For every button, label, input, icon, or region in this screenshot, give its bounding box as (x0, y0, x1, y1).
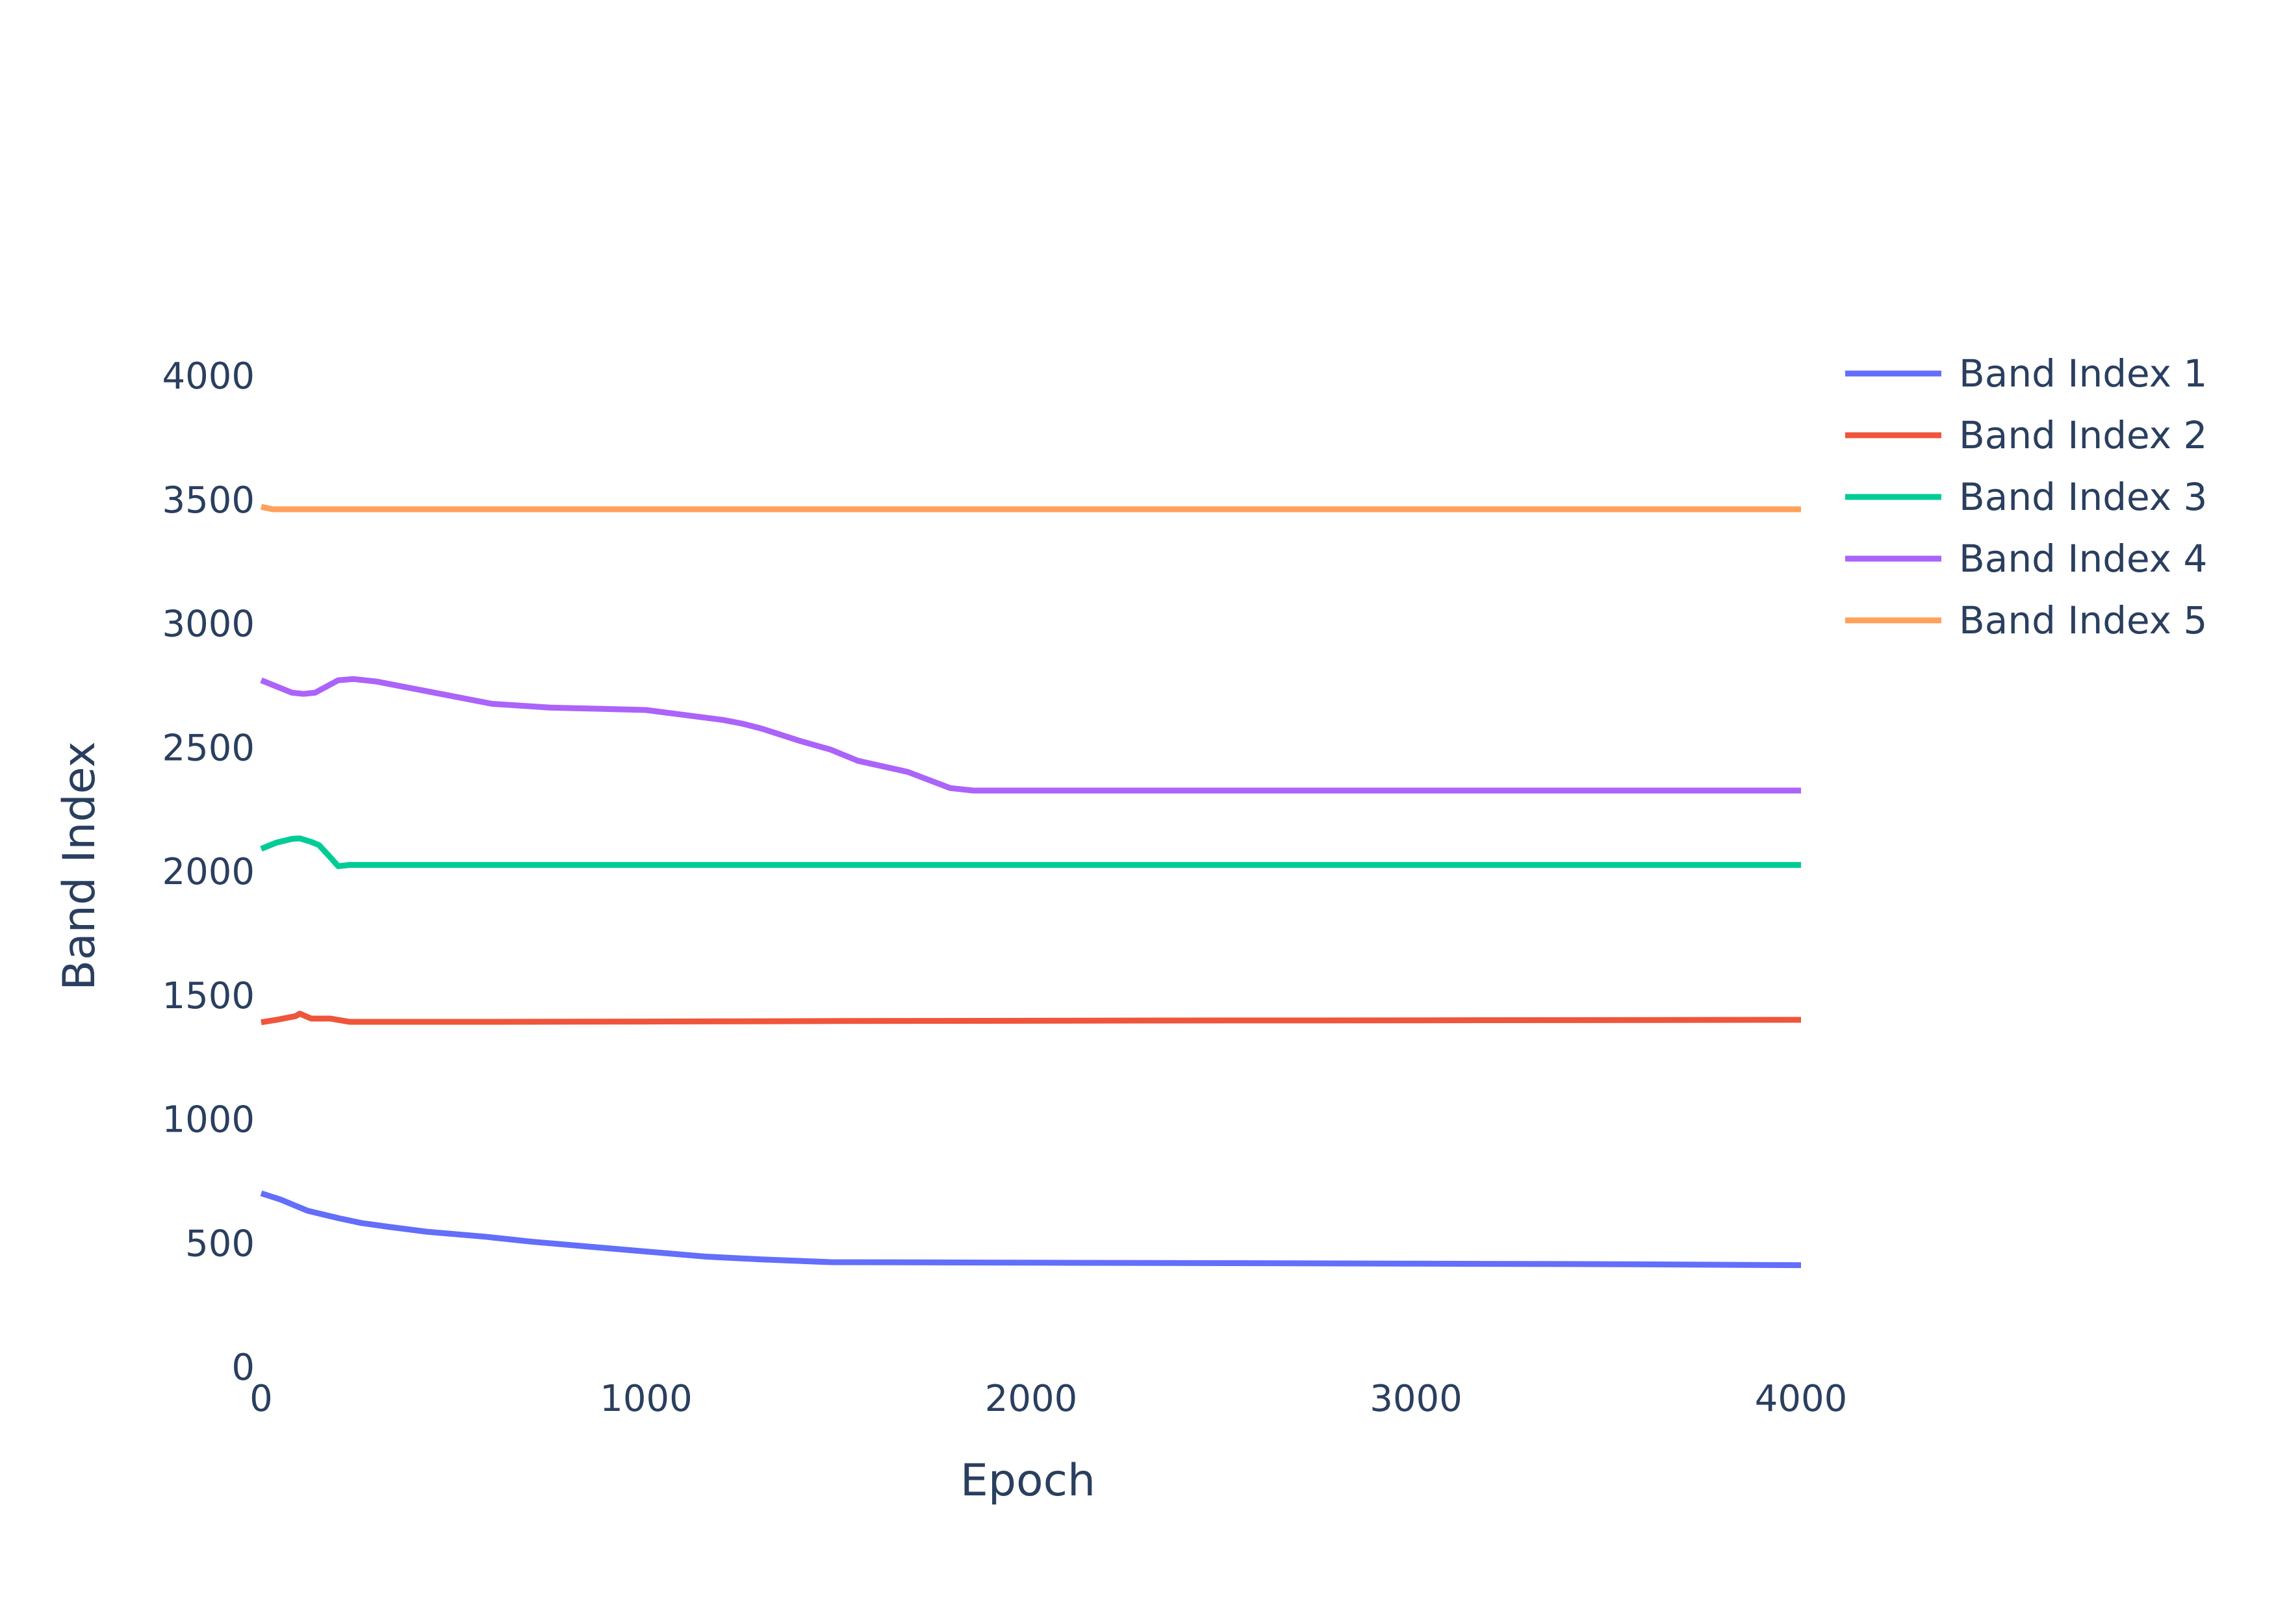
plot-area (260, 503, 1802, 1269)
x-tick-label: 2000 (985, 1378, 1078, 1420)
x-tick-label: 1000 (600, 1378, 693, 1420)
x-tick-label: 0 (249, 1378, 273, 1420)
legend-label: Band Index 5 (1959, 598, 2207, 642)
x-tick-label: 4000 (1755, 1378, 1848, 1420)
legend-item[interactable]: Band Index 5 (1845, 598, 2207, 642)
legend-label: Band Index 1 (1959, 351, 2207, 396)
series-line-3 (260, 835, 1801, 869)
y-tick-label: 3000 (162, 603, 255, 646)
series-line-2 (261, 1010, 1802, 1026)
legend-item[interactable]: Band Index 3 (1845, 475, 2207, 519)
legend-label: Band Index 3 (1959, 475, 2207, 519)
y-tick-label: 0 (231, 1347, 255, 1389)
y-axis-title: Band Index (54, 741, 105, 990)
y-tick-label: 500 (185, 1223, 255, 1265)
series-line-5 (261, 503, 1801, 513)
y-tick-label: 2500 (162, 727, 255, 769)
series-line-4 (260, 676, 1801, 794)
y-axis-ticks: 0 500 1000 1500 2000 2500 3000 3500 4000 (162, 355, 255, 1389)
legend-item[interactable]: Band Index 2 (1845, 413, 2207, 457)
y-tick-label: 1500 (162, 975, 255, 1017)
series-line-1 (260, 1190, 1802, 1269)
legend-label: Band Index 2 (1959, 413, 2207, 457)
legend: Band Index 1 Band Index 2 Band Index 3 Band… (1845, 351, 2207, 642)
y-tick-label: 1000 (162, 1099, 255, 1141)
x-axis-title: Epoch (960, 1455, 1095, 1506)
y-tick-label: 2000 (162, 851, 255, 893)
legend-label: Band Index 4 (1959, 537, 2207, 581)
y-tick-label: 3500 (162, 479, 255, 522)
legend-item[interactable]: Band Index 1 (1845, 351, 2207, 396)
x-axis-ticks: 0 1000 2000 3000 4000 (249, 1378, 1847, 1420)
y-tick-label: 4000 (162, 355, 255, 398)
legend-item[interactable]: Band Index 4 (1845, 537, 2207, 581)
x-tick-label: 3000 (1370, 1378, 1463, 1420)
